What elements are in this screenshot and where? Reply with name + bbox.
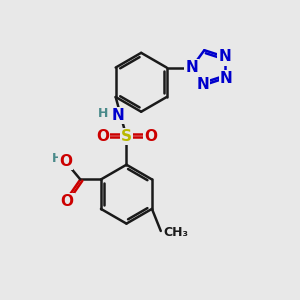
Text: O: O — [96, 129, 109, 144]
Text: O: O — [59, 154, 72, 169]
Text: S: S — [121, 129, 132, 144]
Text: CH₃: CH₃ — [164, 226, 189, 239]
Text: N: N — [112, 108, 124, 123]
Text: N: N — [185, 60, 198, 75]
Text: H: H — [98, 107, 109, 120]
Text: O: O — [61, 194, 74, 209]
Text: N: N — [196, 77, 209, 92]
Text: H: H — [52, 152, 62, 165]
Text: N: N — [220, 71, 233, 86]
Text: O: O — [144, 129, 157, 144]
Text: N: N — [218, 49, 231, 64]
